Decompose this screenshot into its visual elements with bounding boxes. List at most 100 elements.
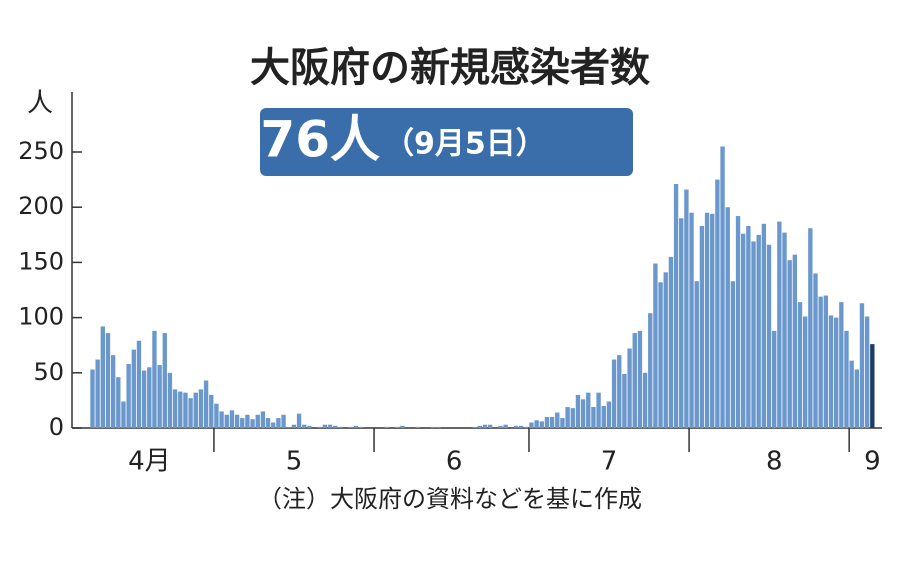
bar [813,273,818,428]
bar [224,414,229,428]
bar [90,369,95,428]
bar [100,326,105,428]
x-tick-label: 9 [864,447,881,477]
bar [534,420,539,428]
bar [710,213,715,428]
bar [384,426,390,428]
y-tick-label: 0 [49,413,64,441]
bar [214,403,219,428]
bar [673,184,679,428]
y-tick-label: 150 [18,247,64,275]
bar [823,295,829,428]
bar [250,419,255,428]
bar [611,359,617,428]
bar [648,313,653,428]
bar [265,418,271,428]
bar [487,424,493,428]
bar [193,392,198,428]
bar [787,260,792,428]
bar [679,218,684,428]
bar [281,414,286,428]
bar [715,179,720,428]
bar [684,189,689,428]
bar [777,221,782,428]
bar [642,372,648,428]
x-tick-label: 8 [766,447,783,477]
bar [859,303,865,428]
bar [549,416,555,428]
bar [498,425,503,428]
banner-value: 76人 [260,111,380,169]
x-tick-label: 5 [286,447,303,477]
bar [797,302,803,428]
bar [477,425,482,428]
bar [560,418,565,428]
bar [183,392,188,428]
bar [276,418,281,428]
bar [761,223,767,428]
bar [95,359,100,428]
bar [756,234,761,428]
bar [735,216,741,428]
bar [730,281,736,428]
bar [472,426,477,428]
bar [209,394,214,428]
bar [849,360,854,428]
bar [110,355,116,428]
bar [219,411,224,428]
bar [544,416,550,428]
bar [653,263,658,428]
bar [617,355,622,428]
bar [503,424,508,428]
bar [828,315,834,428]
bar [157,365,162,428]
bar [518,425,524,428]
note: （注）大阪府の資料などを基に作成 [258,485,642,513]
bar [234,414,240,428]
bar [870,344,875,428]
bar [580,399,586,428]
bar [126,363,131,428]
bar [637,330,643,428]
bar [291,424,297,428]
bar [322,424,328,428]
bar [353,425,359,428]
bar [632,333,637,428]
bar [844,330,849,428]
bar [689,212,694,428]
bar [147,367,152,428]
bar [358,426,364,428]
bar [116,377,121,428]
x-tick-label: 6 [446,447,463,477]
bar [482,424,488,428]
bar [741,233,746,428]
bar [663,272,668,428]
bar [766,244,772,428]
bar [704,212,710,428]
bar [141,370,147,428]
bar [529,422,534,428]
bar [565,407,570,428]
bar [725,207,730,428]
bar [575,394,581,428]
bar [152,330,157,428]
bar [720,146,725,429]
x-tick-label: 4月 [128,447,171,477]
bar [839,302,844,428]
bar [864,316,870,428]
bar [668,256,674,428]
bar [694,281,699,428]
bar [271,422,276,428]
y-unit: 人 [27,89,53,119]
bar [338,426,343,428]
bar [317,426,322,428]
bar [513,425,519,428]
banner [260,108,633,176]
bar [833,317,839,428]
bar [286,426,291,428]
bar [105,333,111,428]
bar [792,254,798,428]
x-tick-label: 7 [601,447,618,477]
bar [203,380,209,428]
